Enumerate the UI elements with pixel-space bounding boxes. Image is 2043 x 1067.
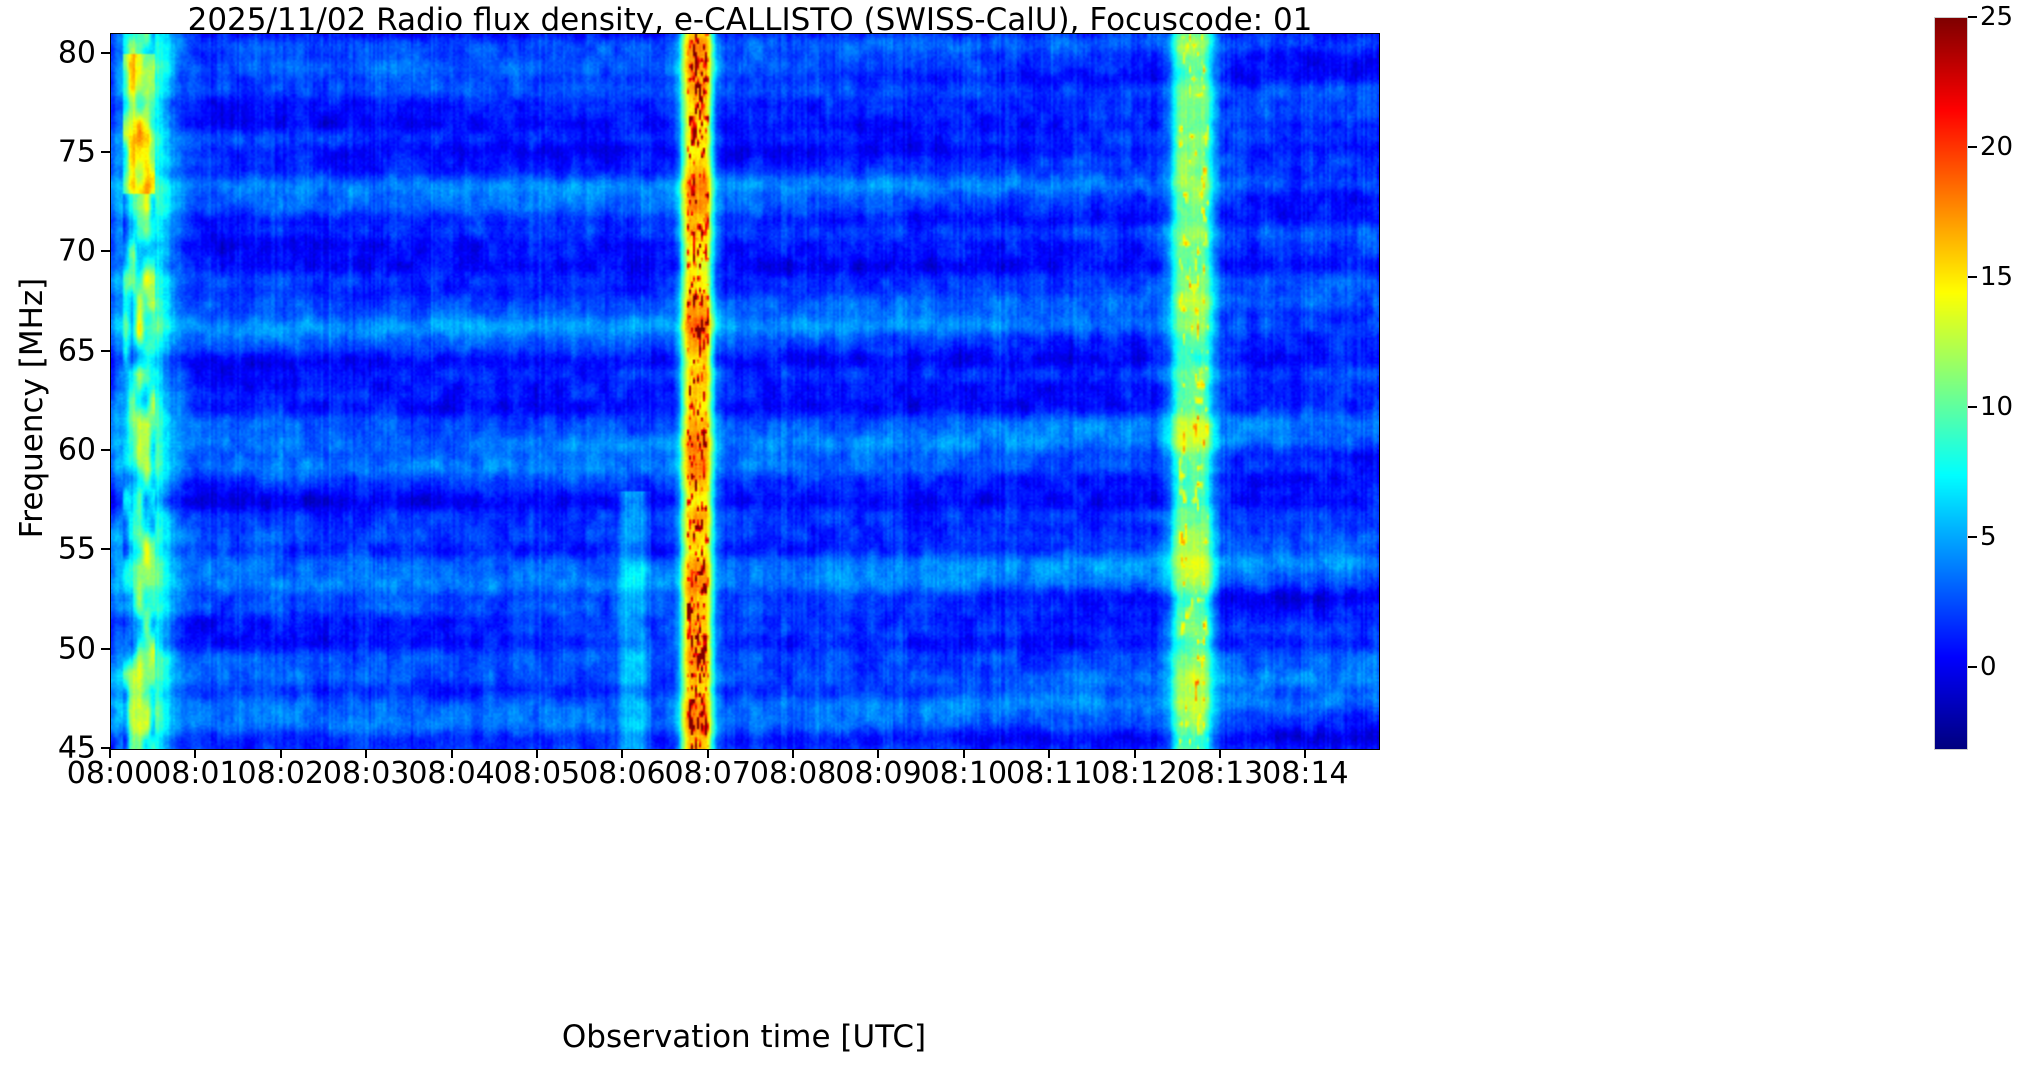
x-tick-label: 08:04: [408, 756, 495, 791]
colorbar-tick-mark: [1968, 145, 1977, 148]
y-tick-label: 75: [57, 134, 96, 170]
x-tick-label: 08:12: [1091, 756, 1178, 791]
x-tick-mark: [279, 749, 282, 758]
x-axis-label: Observation time [UTC]: [561, 1019, 927, 1055]
x-tick-label: 08:06: [579, 756, 666, 791]
x-tick-mark: [450, 749, 453, 758]
colorbar-tick-label: 0: [1980, 651, 1997, 682]
y-tick-mark: [101, 647, 110, 650]
x-tick-mark: [962, 749, 965, 758]
x-tick-mark: [365, 749, 368, 758]
y-tick-label: 70: [57, 233, 96, 269]
x-tick-mark: [877, 749, 880, 758]
x-tick-mark: [1219, 749, 1222, 758]
y-axis-ticks: 80 75 70 65 60 55 50 45: [0, 0, 96, 1067]
x-tick-label: 08:10: [920, 756, 1008, 791]
x-tick-label: 08:08: [749, 756, 837, 791]
colorbar-tick-label: 10: [1980, 391, 2014, 422]
colorbar-tick-label: 5: [1980, 521, 1997, 552]
y-tick-mark: [101, 151, 110, 154]
spectrogram-plot[interactable]: [110, 33, 1380, 750]
y-tick-mark: [101, 747, 110, 749]
x-tick-label: 08:03: [322, 756, 410, 791]
x-tick-label: 08:05: [493, 756, 581, 791]
x-tick-label: 08:09: [835, 756, 922, 791]
spectrogram-image: [111, 34, 1379, 749]
x-tick-label: 08:11: [1006, 756, 1093, 791]
colorbar[interactable]: 25 20 15 10 5 0: [1934, 2, 2013, 750]
x-tick-mark: [706, 749, 709, 758]
y-tick-mark: [101, 51, 110, 54]
x-tick-label: 08:13: [1176, 756, 1264, 791]
y-tick-label: 65: [57, 333, 96, 369]
x-tick-mark: [1048, 749, 1051, 758]
y-tick-label: 80: [57, 35, 96, 71]
y-tick-mark: [101, 449, 110, 452]
x-tick-label: 08:00: [66, 756, 154, 791]
x-tick-label: 08:14: [1262, 756, 1349, 791]
y-tick-mark: [101, 349, 110, 352]
colorbar-tick-mark: [1968, 665, 1977, 668]
y-tick-label: 45: [57, 730, 96, 766]
x-tick-label: 08:07: [664, 756, 751, 791]
page-title: 2025/11/02 Radio flux density, e-CALLIST…: [187, 2, 1313, 38]
colorbar-tick-mark: [1968, 275, 1977, 278]
y-axis-label: Frequency [MHz]: [14, 277, 50, 539]
x-tick-mark: [792, 749, 795, 758]
colorbar-tick-mark: [1968, 535, 1977, 538]
colorbar-tick-label: 15: [1980, 261, 2014, 292]
colorbar-tick-label: 25: [1980, 2, 2014, 32]
x-tick-label: 08:01: [152, 756, 239, 791]
x-tick-mark: [1304, 749, 1307, 758]
colorbar-tick-mark: [1968, 405, 1977, 408]
colorbar-tick-mark: [1968, 16, 1977, 18]
colorbar-gradient: [1934, 17, 1968, 750]
y-tick-mark: [101, 250, 110, 253]
y-tick-mark: [101, 548, 110, 551]
x-tick-mark: [621, 749, 624, 758]
y-tick-label: 55: [57, 531, 96, 567]
x-tick-mark: [109, 749, 111, 758]
x-tick-mark: [535, 749, 538, 758]
y-tick-label: 60: [57, 432, 96, 468]
x-tick-mark: [194, 749, 197, 758]
y-tick-label: 50: [57, 631, 96, 667]
colorbar-tick-label: 20: [1980, 131, 2014, 162]
x-tick-mark: [1133, 749, 1136, 758]
x-tick-label: 08:02: [237, 756, 324, 791]
